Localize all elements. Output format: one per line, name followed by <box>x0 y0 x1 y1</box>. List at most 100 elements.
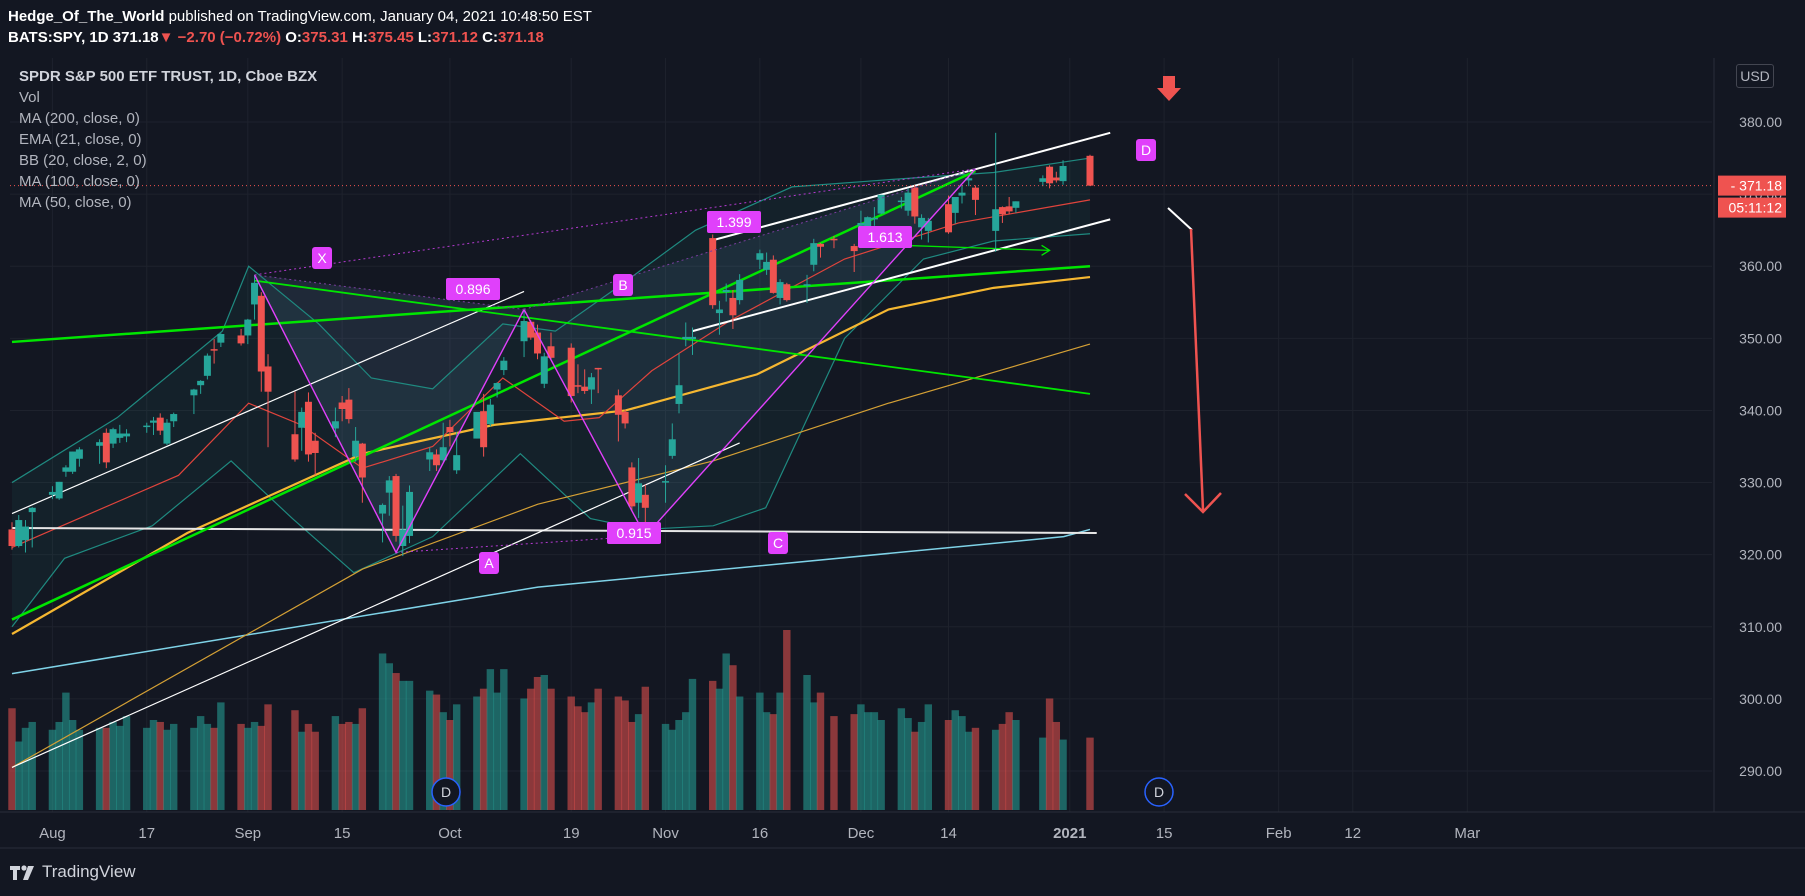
candle-body[interactable] <box>756 253 764 260</box>
candle-body[interactable] <box>426 452 434 460</box>
candle-body[interactable] <box>21 526 29 541</box>
candle-body[interactable] <box>992 209 1000 231</box>
candle-body[interactable] <box>163 422 171 444</box>
candle-body[interactable] <box>1046 166 1054 184</box>
candle-body[interactable] <box>668 439 676 456</box>
candle-body[interactable] <box>1086 155 1094 186</box>
candle-body[interactable] <box>958 192 966 196</box>
candle-body[interactable] <box>614 395 622 415</box>
author-name[interactable]: Hedge_Of_The_World <box>8 8 165 25</box>
candle-body[interactable] <box>251 282 259 305</box>
candle-body[interactable] <box>15 520 23 547</box>
candle-body[interactable] <box>109 429 117 444</box>
candle-body[interactable] <box>473 411 481 439</box>
candle-body[interactable] <box>352 440 360 457</box>
candle-body[interactable] <box>1005 206 1013 212</box>
candle-body[interactable] <box>493 383 501 390</box>
candle-body[interactable] <box>190 389 198 396</box>
legend-symbol[interactable]: SPDR S&P 500 ETF TRUST, 1D, Cboe BZX <box>19 68 318 85</box>
legend-volume[interactable]: Vol <box>19 89 40 106</box>
fib-ratio-1-399[interactable]: 1.399 <box>707 211 761 233</box>
candle-body[interactable] <box>75 449 83 459</box>
legend-ema21[interactable]: EMA (21, close, 0) <box>19 131 142 148</box>
candle-body[interactable] <box>574 385 582 387</box>
candle-body[interactable] <box>48 491 56 495</box>
candle-body[interactable] <box>379 504 387 514</box>
candle-body[interactable] <box>432 454 440 466</box>
fib-ratio-0-896[interactable]: 0.896 <box>446 278 500 300</box>
candle-body[interactable] <box>399 529 407 547</box>
candle-body[interactable] <box>527 321 535 338</box>
candle-body[interactable] <box>567 347 575 397</box>
candle-body[interactable] <box>446 427 454 433</box>
candle-body[interactable] <box>924 220 932 231</box>
candle-body[interactable] <box>439 447 447 461</box>
candle-body[interactable] <box>951 196 959 213</box>
candle-body[interactable] <box>28 507 36 513</box>
fib-ratio-0-915[interactable]: 0.915 <box>607 522 661 544</box>
footer-brand[interactable]: TradingView <box>8 860 136 884</box>
candle-body[interactable] <box>237 335 245 344</box>
candle-body[interactable] <box>594 367 602 370</box>
candle-body[interactable] <box>971 187 979 200</box>
candle-body[interactable] <box>830 238 838 241</box>
candle-body[interactable] <box>998 207 1006 215</box>
candle-body[interactable] <box>500 360 508 371</box>
pattern-point-b[interactable]: B <box>613 274 633 296</box>
candle-body[interactable] <box>662 481 670 483</box>
candle-body[interactable] <box>298 411 306 428</box>
dividend-badge[interactable]: D <box>1144 777 1174 807</box>
candle-body[interactable] <box>965 178 973 181</box>
candle-body[interactable] <box>244 319 252 336</box>
candle-body[interactable] <box>149 420 157 423</box>
price-chart[interactable]: X A B C D 0.896 1.399 1.613 0.915 D D 290.00 300.00 3… <box>0 58 1805 858</box>
candle-body[interactable] <box>581 386 589 391</box>
candle-body[interactable] <box>641 494 649 508</box>
pattern-point-d[interactable]: D <box>1136 139 1156 161</box>
candle-body[interactable] <box>453 455 461 471</box>
candle-body[interactable] <box>918 217 926 228</box>
pattern-point-a[interactable]: A <box>479 552 499 574</box>
candle-body[interactable] <box>392 476 400 536</box>
candle-body[interactable] <box>257 295 265 372</box>
candle-body[interactable] <box>904 192 912 211</box>
candle-body[interactable] <box>675 385 683 404</box>
legend-ma100[interactable]: MA (100, close, 0) <box>19 173 140 190</box>
candle-body[interactable] <box>688 336 696 340</box>
candle-body[interactable] <box>776 282 784 298</box>
candle-body[interactable] <box>803 284 811 286</box>
candle-body[interactable] <box>877 194 885 214</box>
candle-body[interactable] <box>709 238 717 306</box>
candle-body[interactable] <box>480 411 488 448</box>
candle-body[interactable] <box>338 402 346 410</box>
candle-body[interactable] <box>635 483 643 503</box>
time-axis[interactable]: Aug 17 Sep 15 Oct 19 Nov 16 Dec 14 2021 15 Feb 12 Mar <box>0 811 1805 849</box>
candle-body[interactable] <box>783 284 791 301</box>
candle-body[interactable] <box>540 356 548 384</box>
candle-body[interactable] <box>264 366 272 392</box>
candle-body[interactable] <box>736 279 744 301</box>
candle-body[interactable] <box>8 529 16 547</box>
candle-body[interactable] <box>864 217 872 235</box>
candle-body[interactable] <box>628 467 636 507</box>
legend-ma50[interactable]: MA (50, close, 0) <box>19 194 132 211</box>
candle-body[interactable] <box>358 443 366 478</box>
candle-body[interactable] <box>547 346 555 358</box>
candle-body[interactable] <box>311 440 319 453</box>
candle-body[interactable] <box>715 309 723 314</box>
legend-ma200[interactable]: MA (200, close, 0) <box>19 110 140 127</box>
candle-body[interactable] <box>55 481 63 499</box>
candle-body[interactable] <box>945 204 953 233</box>
candle-body[interactable] <box>1059 165 1067 182</box>
price-axis[interactable]: 290.00 300.00 310.00 320.00 330.00 340.00 350.… <box>1713 58 1782 812</box>
candle-body[interactable] <box>911 187 919 217</box>
candle-body[interactable] <box>1012 201 1020 208</box>
candle-body[interactable] <box>870 217 878 220</box>
candle-body[interactable] <box>486 404 494 425</box>
candle-body[interactable] <box>217 334 225 343</box>
candle-body[interactable] <box>520 321 528 342</box>
candle-body[interactable] <box>1052 177 1060 181</box>
candle-body[interactable] <box>123 433 131 437</box>
candle-body[interactable] <box>102 432 110 463</box>
candle-body[interactable] <box>291 434 299 460</box>
